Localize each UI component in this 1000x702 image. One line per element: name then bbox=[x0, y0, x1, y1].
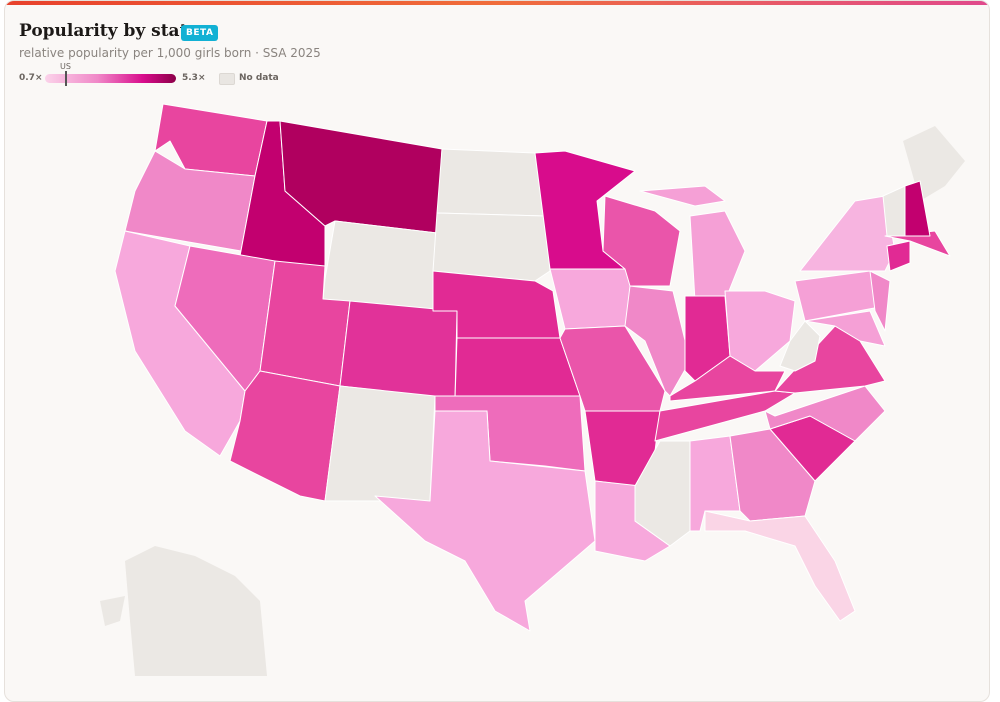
state bbox=[339, 300, 458, 400]
legend-no-data: No data bbox=[239, 73, 279, 83]
state bbox=[689, 210, 746, 302]
state bbox=[764, 385, 886, 442]
states bbox=[114, 103, 951, 632]
accent-line bbox=[5, 1, 989, 5]
legend-min: 0.7× bbox=[19, 73, 43, 83]
legend-max: 5.3× bbox=[182, 73, 206, 83]
state bbox=[669, 355, 786, 402]
state bbox=[374, 410, 596, 632]
body: Popularity by state BETA relative popula… bbox=[4, 0, 990, 702]
title: Popularity by state bbox=[19, 21, 199, 41]
us-map bbox=[100, 103, 965, 676]
state bbox=[799, 195, 896, 272]
state bbox=[454, 337, 581, 400]
state bbox=[322, 220, 438, 312]
map-card: Popularity by state BETA relative popula… bbox=[4, 0, 990, 702]
state bbox=[886, 240, 911, 272]
state bbox=[704, 510, 856, 622]
state bbox=[639, 185, 726, 207]
state bbox=[432, 212, 551, 282]
legend-us-label: US bbox=[60, 62, 71, 71]
state bbox=[654, 390, 796, 442]
state bbox=[804, 310, 886, 347]
state bbox=[436, 148, 546, 217]
state bbox=[882, 185, 906, 237]
beta-badge: BETA bbox=[181, 25, 219, 41]
state bbox=[324, 385, 436, 502]
mexico bbox=[125, 546, 267, 676]
legend-no-data-swatch bbox=[219, 73, 235, 85]
page: Popularity by state {"header": {"title":… bbox=[4, 0, 990, 702]
baja bbox=[100, 596, 125, 626]
state bbox=[624, 285, 691, 397]
subtitle: relative popularity per 1,000 girls born… bbox=[19, 46, 321, 60]
state bbox=[869, 270, 891, 332]
state bbox=[229, 370, 341, 502]
legend-us-marker bbox=[65, 71, 67, 86]
state bbox=[602, 195, 681, 287]
legend-gradient bbox=[45, 74, 176, 83]
